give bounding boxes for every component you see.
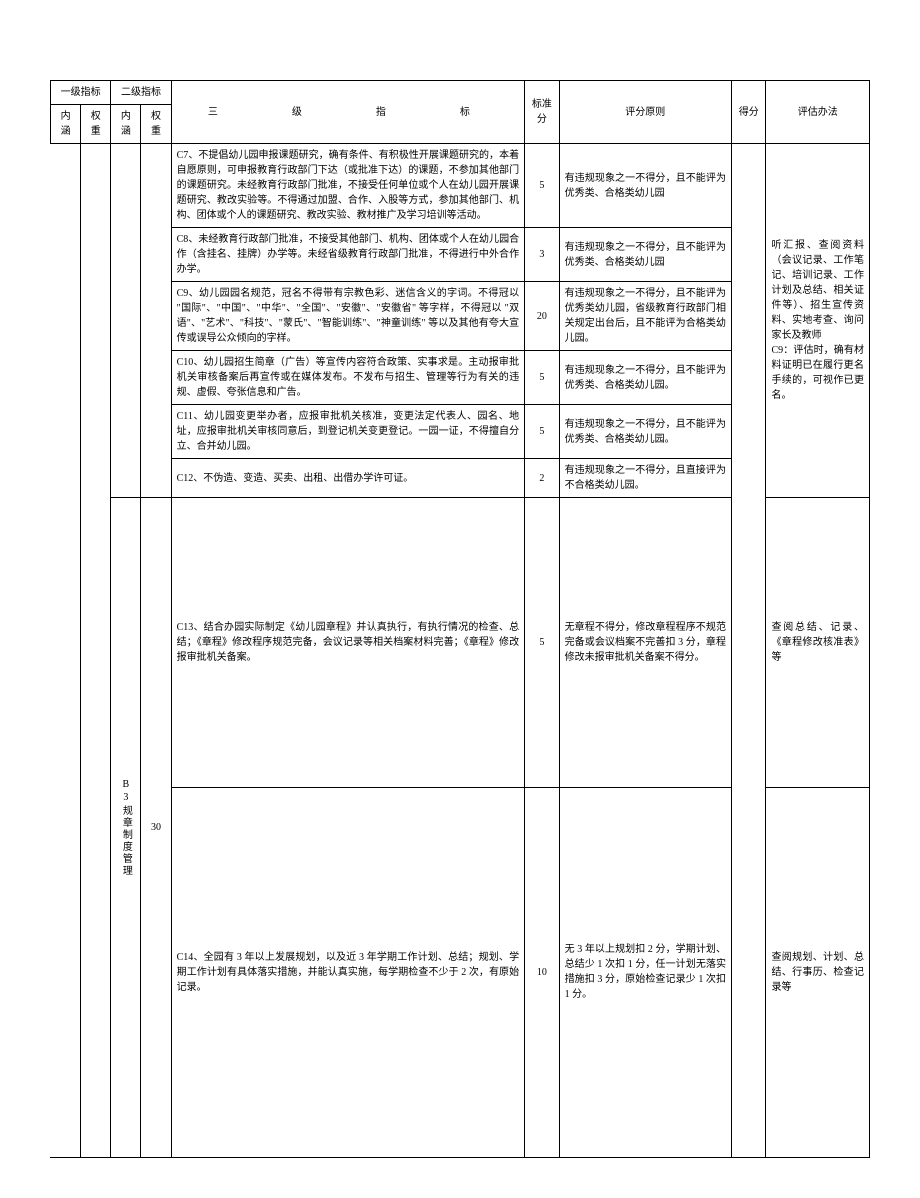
b3-code-text: B3规章制度管理 [118,502,133,1153]
c9-text: C9、幼儿园园名规范，冠名不得带有宗教色彩、迷信含义的字词。不得冠以 "国际"、… [171,282,524,351]
c14-principle: 无 3 年以上规划扣 2 分，学期计划、总结少 1 次扣 1 分，任一计划无落实… [559,787,731,1157]
c11-score: 5 [525,405,559,459]
header-level3: 三 级 指 标 [171,81,524,144]
c9-principle: 有违规现象之一不得分，且不能评为优秀类幼儿园，省级教育行政部门相关规定出台后，且… [559,282,731,351]
c8-text: C8、未经教育行政部门批准，不接受其他部门、机构、团体或个人在幼儿园合作（含挂名… [171,228,524,282]
header-level2: 二级指标 [111,81,171,105]
c12-score: 2 [525,459,559,498]
c7-score: 5 [525,144,559,228]
row-c7: C7、不提倡幼儿园申报课题研究，确有条件、有积极性开展课题研究的，本着自愿原则，… [51,144,870,228]
c11-principle: 有违规现象之一不得分，且不能评为优秀类、合格类幼儿园。 [559,405,731,459]
c9-score: 20 [525,282,559,351]
c13-score: 5 [525,498,559,788]
header-neirong-1: 内涵 [51,105,81,144]
header-score: 得分 [732,81,766,144]
c10-text: C10、幼儿园招生简章（广告）等宣传内容符合政策、实事求是。主动报审批机关审核备… [171,351,524,405]
method-group: 听汇报、查阅资料（会议记录、工作笔记、培训记录、工作计划及总结、相关证件等）、招… [766,144,870,498]
c7-principle: 有违规现象之一不得分，且不能评为优秀类、合格类幼儿园 [559,144,731,228]
c13-principle: 无章程不得分，修改章程程序不规范完备或会议档案不完善扣 3 分，章程修改未报审批… [559,498,731,788]
c11-text: C11、幼儿园变更举办者，应报审批机关核准，变更法定代表人、园名、地址，应报审批… [171,405,524,459]
header-principle: 评分原则 [559,81,731,144]
c14-score: 10 [525,787,559,1157]
c12-principle: 有违规现象之一不得分，且直接评为不合格类幼儿园。 [559,459,731,498]
level2-weight-cell-b2cont [141,144,171,498]
header-quanzhong-1: 权重 [81,105,111,144]
header-level1: 一级指标 [51,81,111,105]
c8-principle: 有违规现象之一不得分，且不能评为优秀类、合格类幼儿园 [559,228,731,282]
c12-text: C12、不伪造、变造、买卖、出租、出借办学许可证。 [171,459,524,498]
c8-score: 3 [525,228,559,282]
level2-neirong-cell-b2cont [111,144,141,498]
header-method: 评估办法 [766,81,870,144]
header-quanzhong-2: 权重 [141,105,171,144]
c10-score: 5 [525,351,559,405]
header-neirong-2: 内涵 [111,105,141,144]
c13-text: C13、结合办园实际制定《幼儿园章程》并认真执行，有执行情况的检查、总结；《章程… [171,498,524,788]
c13-method: 查阅总结、记录、《章程修改核准表》等 [766,498,870,788]
c10-principle: 有违规现象之一不得分，且不能评为优秀类、合格类幼儿园。 [559,351,731,405]
header-row-1: 一级指标 二级指标 三 级 指 标 标准分 评分原则 得分 评估办法 [51,81,870,105]
header-score-std: 标准分 [525,81,559,144]
b3-weight: 30 [141,498,171,1158]
c14-text: C14、全园有 3 年以上发展规划，以及近 3 年学期工作计划、总结；规划、学期… [171,787,524,1157]
b3-code: B3规章制度管理 [111,498,141,1158]
evaluation-table: 一级指标 二级指标 三 级 指 标 标准分 评分原则 得分 评估办法 内涵 权重… [50,80,870,1158]
c7-text: C7、不提倡幼儿园申报课题研究，确有条件、有积极性开展课题研究的，本着自愿原则，… [171,144,524,228]
c14-method: 查阅规划、计划、总结、行事历、检查记录等 [766,787,870,1157]
